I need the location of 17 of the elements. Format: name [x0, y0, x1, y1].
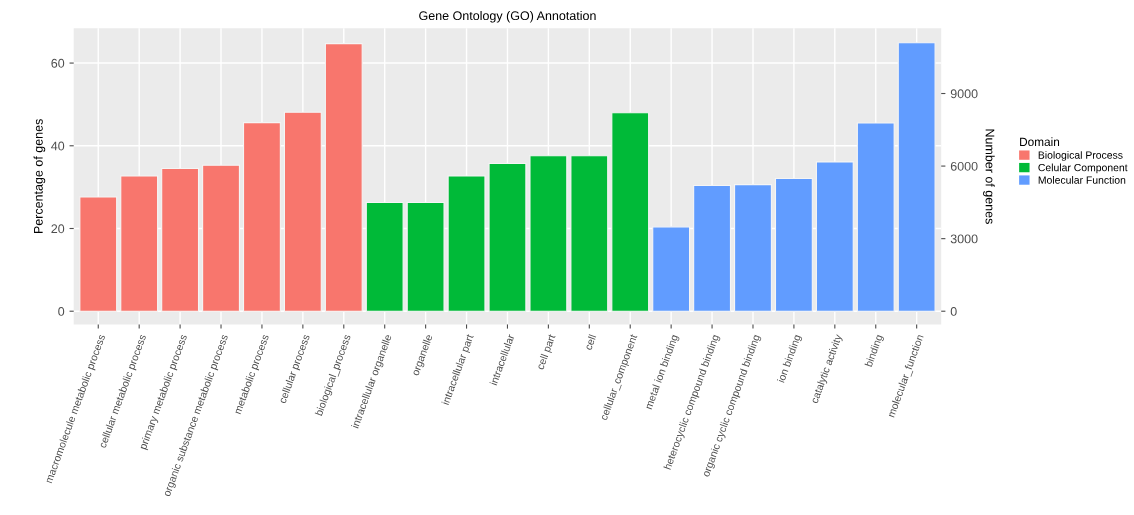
y2-tick-label: 6000 — [950, 161, 978, 171]
y-tick-label: 60 — [51, 58, 65, 68]
y-axis-title: Percentage of genes — [33, 119, 46, 234]
y2-tick-label: 0 — [950, 307, 957, 316]
y2-axis-title: Number of genes — [983, 129, 995, 224]
y2-tick-label: 9000 — [950, 89, 978, 99]
legend-title: Domain — [1020, 137, 1060, 147]
legend-label: Molecular Function — [1038, 176, 1126, 184]
legend-label: Celular Component — [1038, 163, 1128, 174]
x-tick-label: cell — [584, 334, 597, 351]
x-tick-label: cell part — [536, 333, 558, 371]
y2-tick-label: 3000 — [950, 234, 978, 244]
y-tick-label: 20 — [51, 224, 65, 234]
y-tick-label: 0 — [58, 307, 65, 316]
legend-label: Biological Process — [1038, 151, 1123, 161]
y-tick-label: 40 — [51, 141, 65, 151]
chart-title: Gene Ontology (GO) Annotation — [419, 10, 596, 23]
